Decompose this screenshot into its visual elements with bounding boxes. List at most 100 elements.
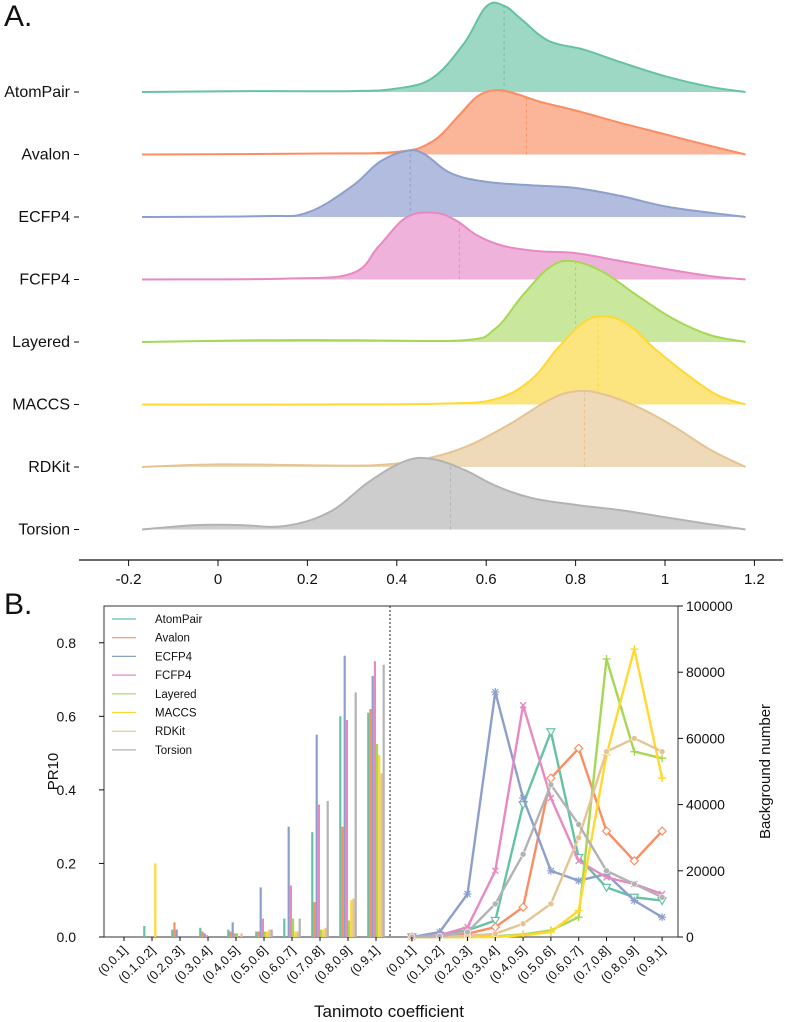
bar-rdkit-6 xyxy=(296,931,299,937)
y-tick-label: 0.6 xyxy=(57,708,77,724)
y2-tick-label: 40000 xyxy=(686,797,725,813)
marker-ecfp4-8 xyxy=(630,896,639,905)
marker-rdkit-4 xyxy=(519,920,527,928)
legend-label-avalon: Avalon xyxy=(155,633,190,645)
ridge-line-avalon xyxy=(141,89,746,156)
marker-torsion-6 xyxy=(575,821,583,828)
legend-label-fcfp4: FCFP4 xyxy=(155,670,192,682)
ridge-fcfp4: FCFP4 xyxy=(19,211,746,289)
bar-layered-5 xyxy=(264,931,267,937)
line-rdkit xyxy=(411,737,663,939)
marker-atompair-7 xyxy=(601,883,612,893)
x-tick-label-line-9: (0.9,1] xyxy=(633,943,668,978)
panel-a-label: A. xyxy=(4,0,33,33)
marker-atompair-5 xyxy=(545,728,556,737)
x-tick-label: 0.8 xyxy=(565,571,586,588)
line-avalon xyxy=(411,747,663,939)
marker-fcfp4-4 xyxy=(519,701,527,709)
ridge-line-maccs xyxy=(141,315,746,406)
legend-label-layered: Layered xyxy=(155,689,197,701)
marker-torsion-9 xyxy=(658,893,666,901)
x-tick-label: 0.6 xyxy=(476,571,497,588)
legend-label-rdkit: RDKit xyxy=(155,726,186,738)
bar-rdkit-9 xyxy=(380,773,383,937)
bar-avalon-7 xyxy=(313,902,316,937)
bar-fcfp4-7 xyxy=(317,804,320,937)
bar-atompair-6 xyxy=(283,918,286,937)
marker-maccs-9 xyxy=(658,774,667,783)
marker-torsion-7 xyxy=(603,867,610,875)
bar-torsion-7 xyxy=(326,800,329,937)
legend: AtomPair Avalon ECFP4 FCFP4 Layered MACCS RDKi… xyxy=(112,614,202,757)
marker-layered-9 xyxy=(658,754,667,763)
ridge-label-avalon: Avalon xyxy=(21,147,70,164)
marker-ecfp4-6 xyxy=(574,876,583,885)
ridge-line-torsion xyxy=(141,456,746,531)
line-fcfp4 xyxy=(411,704,663,939)
ridge-fill-fcfp4 xyxy=(142,212,746,280)
marker-avalon-7 xyxy=(601,826,612,836)
bar-ecfp4-5 xyxy=(259,887,262,937)
bar-ecfp4-7 xyxy=(315,734,318,937)
marker-avalon-6 xyxy=(573,743,584,754)
marker-layered-8 xyxy=(630,747,639,756)
bar-torsion-8 xyxy=(354,692,357,937)
marker-torsion-8 xyxy=(630,880,638,888)
bar-maccs-8 xyxy=(350,900,353,937)
ridge-label-layered: Layered xyxy=(12,334,70,351)
y2-tick-label: 80000 xyxy=(686,664,725,680)
bar-maccs-9 xyxy=(378,755,381,937)
bar-layered-4 xyxy=(236,933,239,937)
ridge-torsion: Torsion xyxy=(18,456,746,539)
marker-fcfp4-6 xyxy=(575,857,583,865)
marker-ecfp4-4 xyxy=(519,793,528,802)
marker-rdkit-3 xyxy=(491,930,499,937)
y-tick-label: 0.2 xyxy=(57,855,77,871)
marker-ecfp4-5 xyxy=(546,866,555,875)
bar-fcfp4-5 xyxy=(261,918,264,937)
legend-label-ecfp4: ECFP4 xyxy=(155,651,193,663)
ridge-maccs: MACCS xyxy=(12,315,746,414)
ridgeline-chart: AtomPair Avalon ECFP4 FCFP4 Layered MACCS RDKi… xyxy=(4,1,783,588)
ridge-label-ecfp4: ECFP4 xyxy=(18,209,70,226)
bar-avalon-2 xyxy=(173,922,176,937)
x-tick-label-bar-9: (0.9,1] xyxy=(347,943,382,978)
bar-fcfp4-4 xyxy=(233,933,236,937)
y2-tick-label: 100000 xyxy=(686,598,733,614)
bar-atompair-1 xyxy=(143,926,146,937)
line-layered xyxy=(411,657,663,939)
x-tick-label: 1 xyxy=(661,571,669,588)
bar-fcfp4-3 xyxy=(205,935,208,937)
marker-avalon-8 xyxy=(629,856,640,866)
ridge-line-ecfp4 xyxy=(141,149,746,218)
bar-line-chart: 0.0 0.2 0.4 0.6 0.8 PR10 0 20000 40000 60000 80000… xyxy=(45,598,774,1021)
marker-maccs-5 xyxy=(546,928,555,937)
bar-layered-8 xyxy=(348,920,351,937)
bar-avalon-3 xyxy=(201,931,204,937)
ridge-label-maccs: MACCS xyxy=(12,397,70,414)
y2-tick-label: 60000 xyxy=(686,730,725,746)
ridge-avalon: Avalon xyxy=(21,89,746,164)
legend-label-atompair: AtomPair xyxy=(155,614,202,626)
marker-avalon-4 xyxy=(518,902,528,913)
ridge-line-atompair xyxy=(141,1,746,93)
bar-avalon-4 xyxy=(229,931,232,937)
line-ecfp4 xyxy=(411,690,663,939)
marker-layered-7 xyxy=(602,654,611,663)
bar-maccs-5 xyxy=(266,931,269,937)
x-tick-label: 0.4 xyxy=(386,571,407,588)
ridge-fill-ecfp4 xyxy=(142,150,746,217)
ridge-line-rdkit xyxy=(141,389,746,468)
y-tick-label: 0.0 xyxy=(57,929,77,945)
bar-ecfp4-4 xyxy=(231,922,234,937)
bar-fcfp4-6 xyxy=(289,885,292,937)
marker-fcfp4-7 xyxy=(603,873,610,881)
marker-fcfp4-5 xyxy=(547,794,555,802)
bar-rdkit-5 xyxy=(268,929,271,937)
bar-maccs-6 xyxy=(294,931,297,937)
bar-maccs-7 xyxy=(322,929,325,937)
ridge-fill-avalon xyxy=(142,90,746,155)
marker-ecfp4-9 xyxy=(658,913,667,922)
bar-fcfp4-8 xyxy=(345,720,348,937)
marker-torsion-5 xyxy=(547,781,555,789)
